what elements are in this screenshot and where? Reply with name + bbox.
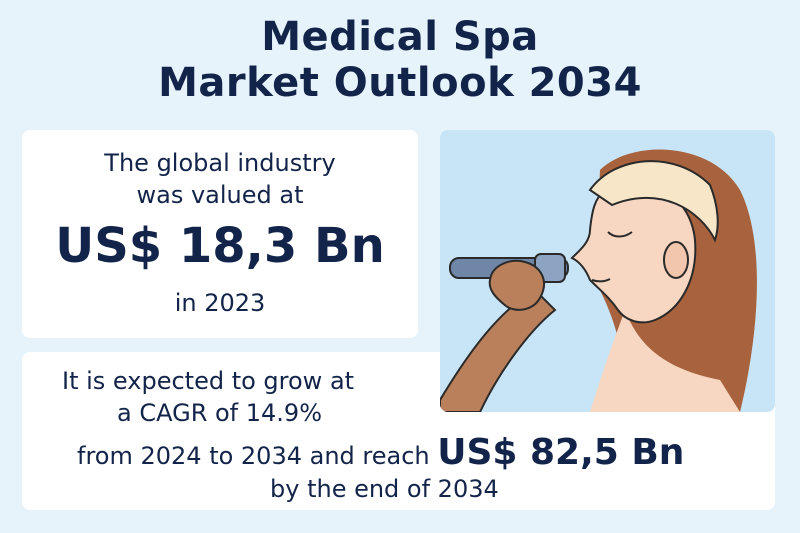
forecast-line-4: by the end of 2034: [270, 475, 499, 503]
valuation-line-2: was valued at: [136, 181, 304, 209]
valuation-card: The global industry was valued at US$ 18…: [22, 130, 418, 338]
valuation-year: in 2023: [174, 289, 266, 317]
woman-face-icon: [440, 149, 757, 412]
spa-treatment-illustration: [440, 130, 775, 412]
forecast-line-1: It is expected to grow at: [62, 367, 355, 395]
title-line-1: Medical Spa: [261, 14, 539, 60]
forecast-line-2: a CAGR of 14.9%: [117, 399, 322, 427]
valuation-line-1: The global industry: [104, 149, 336, 177]
forecast-amount: US$ 82,5 Bn: [437, 432, 685, 473]
valuation-amount: US$ 18,3 Bn: [55, 218, 385, 274]
forecast-line-3-row: from 2024 to 2034 and reach US$ 82,5 Bn: [77, 435, 684, 471]
title-line-2: Market Outlook 2034: [158, 60, 642, 106]
page-title: Medical Spa Market Outlook 2034: [0, 14, 800, 106]
forecast-line-3: from 2024 to 2034 and reach: [77, 442, 430, 470]
